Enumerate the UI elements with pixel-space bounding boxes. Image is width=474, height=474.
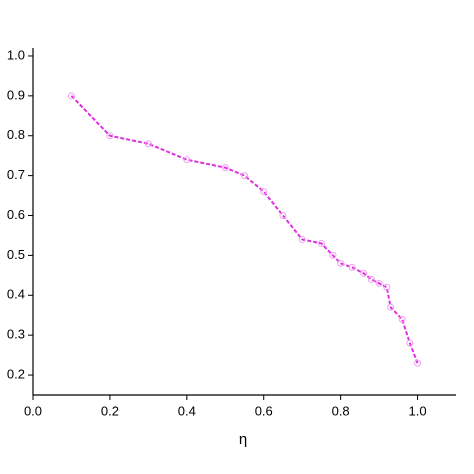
- marker: [221, 164, 229, 172]
- marker: [241, 172, 248, 180]
- marker: [106, 132, 114, 140]
- marker: [298, 235, 306, 243]
- marker: [67, 92, 75, 100]
- x-tick-label: 1.0: [409, 403, 427, 418]
- y-tick-label: 1.0: [7, 47, 25, 62]
- y-tick-label: 0.2: [7, 366, 25, 381]
- marker: [144, 140, 152, 148]
- y-tick-label: 0.7: [7, 167, 25, 182]
- marker: [398, 315, 406, 323]
- marker: [383, 283, 391, 291]
- y-tick-label: 0.5: [7, 247, 25, 262]
- marker: [406, 339, 414, 347]
- x-tick-label: 0.0: [24, 403, 42, 418]
- marker: [183, 156, 191, 164]
- x-tick-label: 0.4: [178, 403, 196, 418]
- y-tick-label: 0.9: [7, 87, 25, 102]
- marker: [367, 275, 375, 283]
- y-tick-label: 0.3: [7, 327, 25, 342]
- marker: [348, 263, 356, 271]
- marker: [375, 279, 383, 287]
- marker: [360, 269, 368, 277]
- x-tick-label: 0.8: [332, 403, 350, 418]
- marker: [260, 188, 268, 196]
- series-line: [70, 95, 419, 364]
- marker: [414, 359, 422, 367]
- x-tick-label: 0.6: [255, 403, 273, 418]
- marker: [387, 303, 395, 311]
- marker: [279, 212, 287, 220]
- marker: [329, 251, 337, 259]
- y-tick-label: 0.8: [7, 127, 25, 142]
- y-tick-label: 0.4: [7, 287, 25, 302]
- y-tick-label: 0.6: [7, 207, 25, 222]
- x-tick-label: 0.2: [101, 403, 119, 418]
- marker: [337, 259, 345, 267]
- marker: [317, 239, 325, 247]
- x-axis-label: η: [239, 431, 247, 448]
